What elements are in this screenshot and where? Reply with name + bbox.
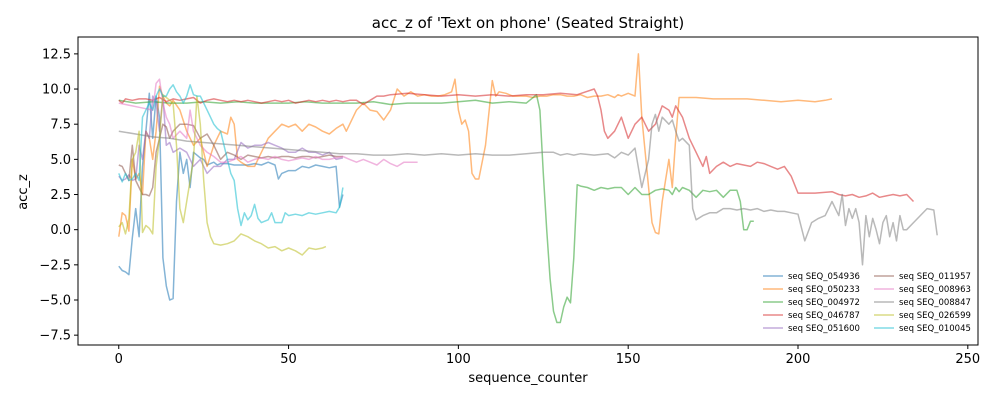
legend-label: seq SEQ_004972 xyxy=(788,298,860,308)
y-tick-label: 12.5 xyxy=(42,47,71,62)
x-axis-label: sequence_counter xyxy=(468,371,588,386)
x-tick-label: 150 xyxy=(616,352,641,367)
y-axis-label: acc_z xyxy=(16,174,31,210)
y-tick-label: 0.0 xyxy=(50,223,71,238)
plot-frame xyxy=(77,36,979,346)
legend-label: seq SEQ_046787 xyxy=(788,311,860,321)
y-tick-label: −2.5 xyxy=(39,258,71,273)
series-line-4 xyxy=(118,95,344,182)
series-line-0 xyxy=(118,92,344,301)
x-tick-label: 250 xyxy=(955,352,980,367)
x-tick-label: 200 xyxy=(786,352,811,367)
series-line-7 xyxy=(118,113,938,266)
legend-label: seq SEQ_008847 xyxy=(899,298,971,308)
chart-title: acc_z of 'Text on phone' (Seated Straigh… xyxy=(372,14,684,33)
legend-label: seq SEQ_051600 xyxy=(788,324,860,334)
legend-label: seq SEQ_026599 xyxy=(899,311,971,321)
y-tick-label: −5.0 xyxy=(39,293,71,308)
series-line-2 xyxy=(118,93,754,324)
y-tick-label: 5.0 xyxy=(50,153,71,168)
legend-label: seq SEQ_050233 xyxy=(788,285,860,295)
series-line-6 xyxy=(118,78,418,168)
series-line-3 xyxy=(118,88,915,203)
x-tick-label: 50 xyxy=(280,352,297,367)
series-line-8 xyxy=(118,93,327,256)
x-tick-label: 100 xyxy=(446,352,471,367)
legend-label: seq SEQ_008963 xyxy=(899,285,971,295)
legend-label: seq SEQ_011957 xyxy=(899,272,971,282)
plot-area xyxy=(118,53,938,324)
y-tick-label: 10.0 xyxy=(42,83,71,98)
legend-label: seq SEQ_054936 xyxy=(788,272,860,282)
y-tick-label: 2.5 xyxy=(50,188,71,203)
x-tick-label: 0 xyxy=(115,352,123,367)
x-axis: 0 50 100 150 200 250 xyxy=(115,345,980,367)
y-tick-label: −7.5 xyxy=(39,329,71,344)
legend-label: seq SEQ_010045 xyxy=(899,324,971,334)
y-axis: −7.5 −5.0 −2.5 0.0 2.5 5.0 7.5 10.0 12.5 xyxy=(39,47,78,344)
series-line-9 xyxy=(118,84,344,227)
y-tick-label: 7.5 xyxy=(50,118,71,133)
